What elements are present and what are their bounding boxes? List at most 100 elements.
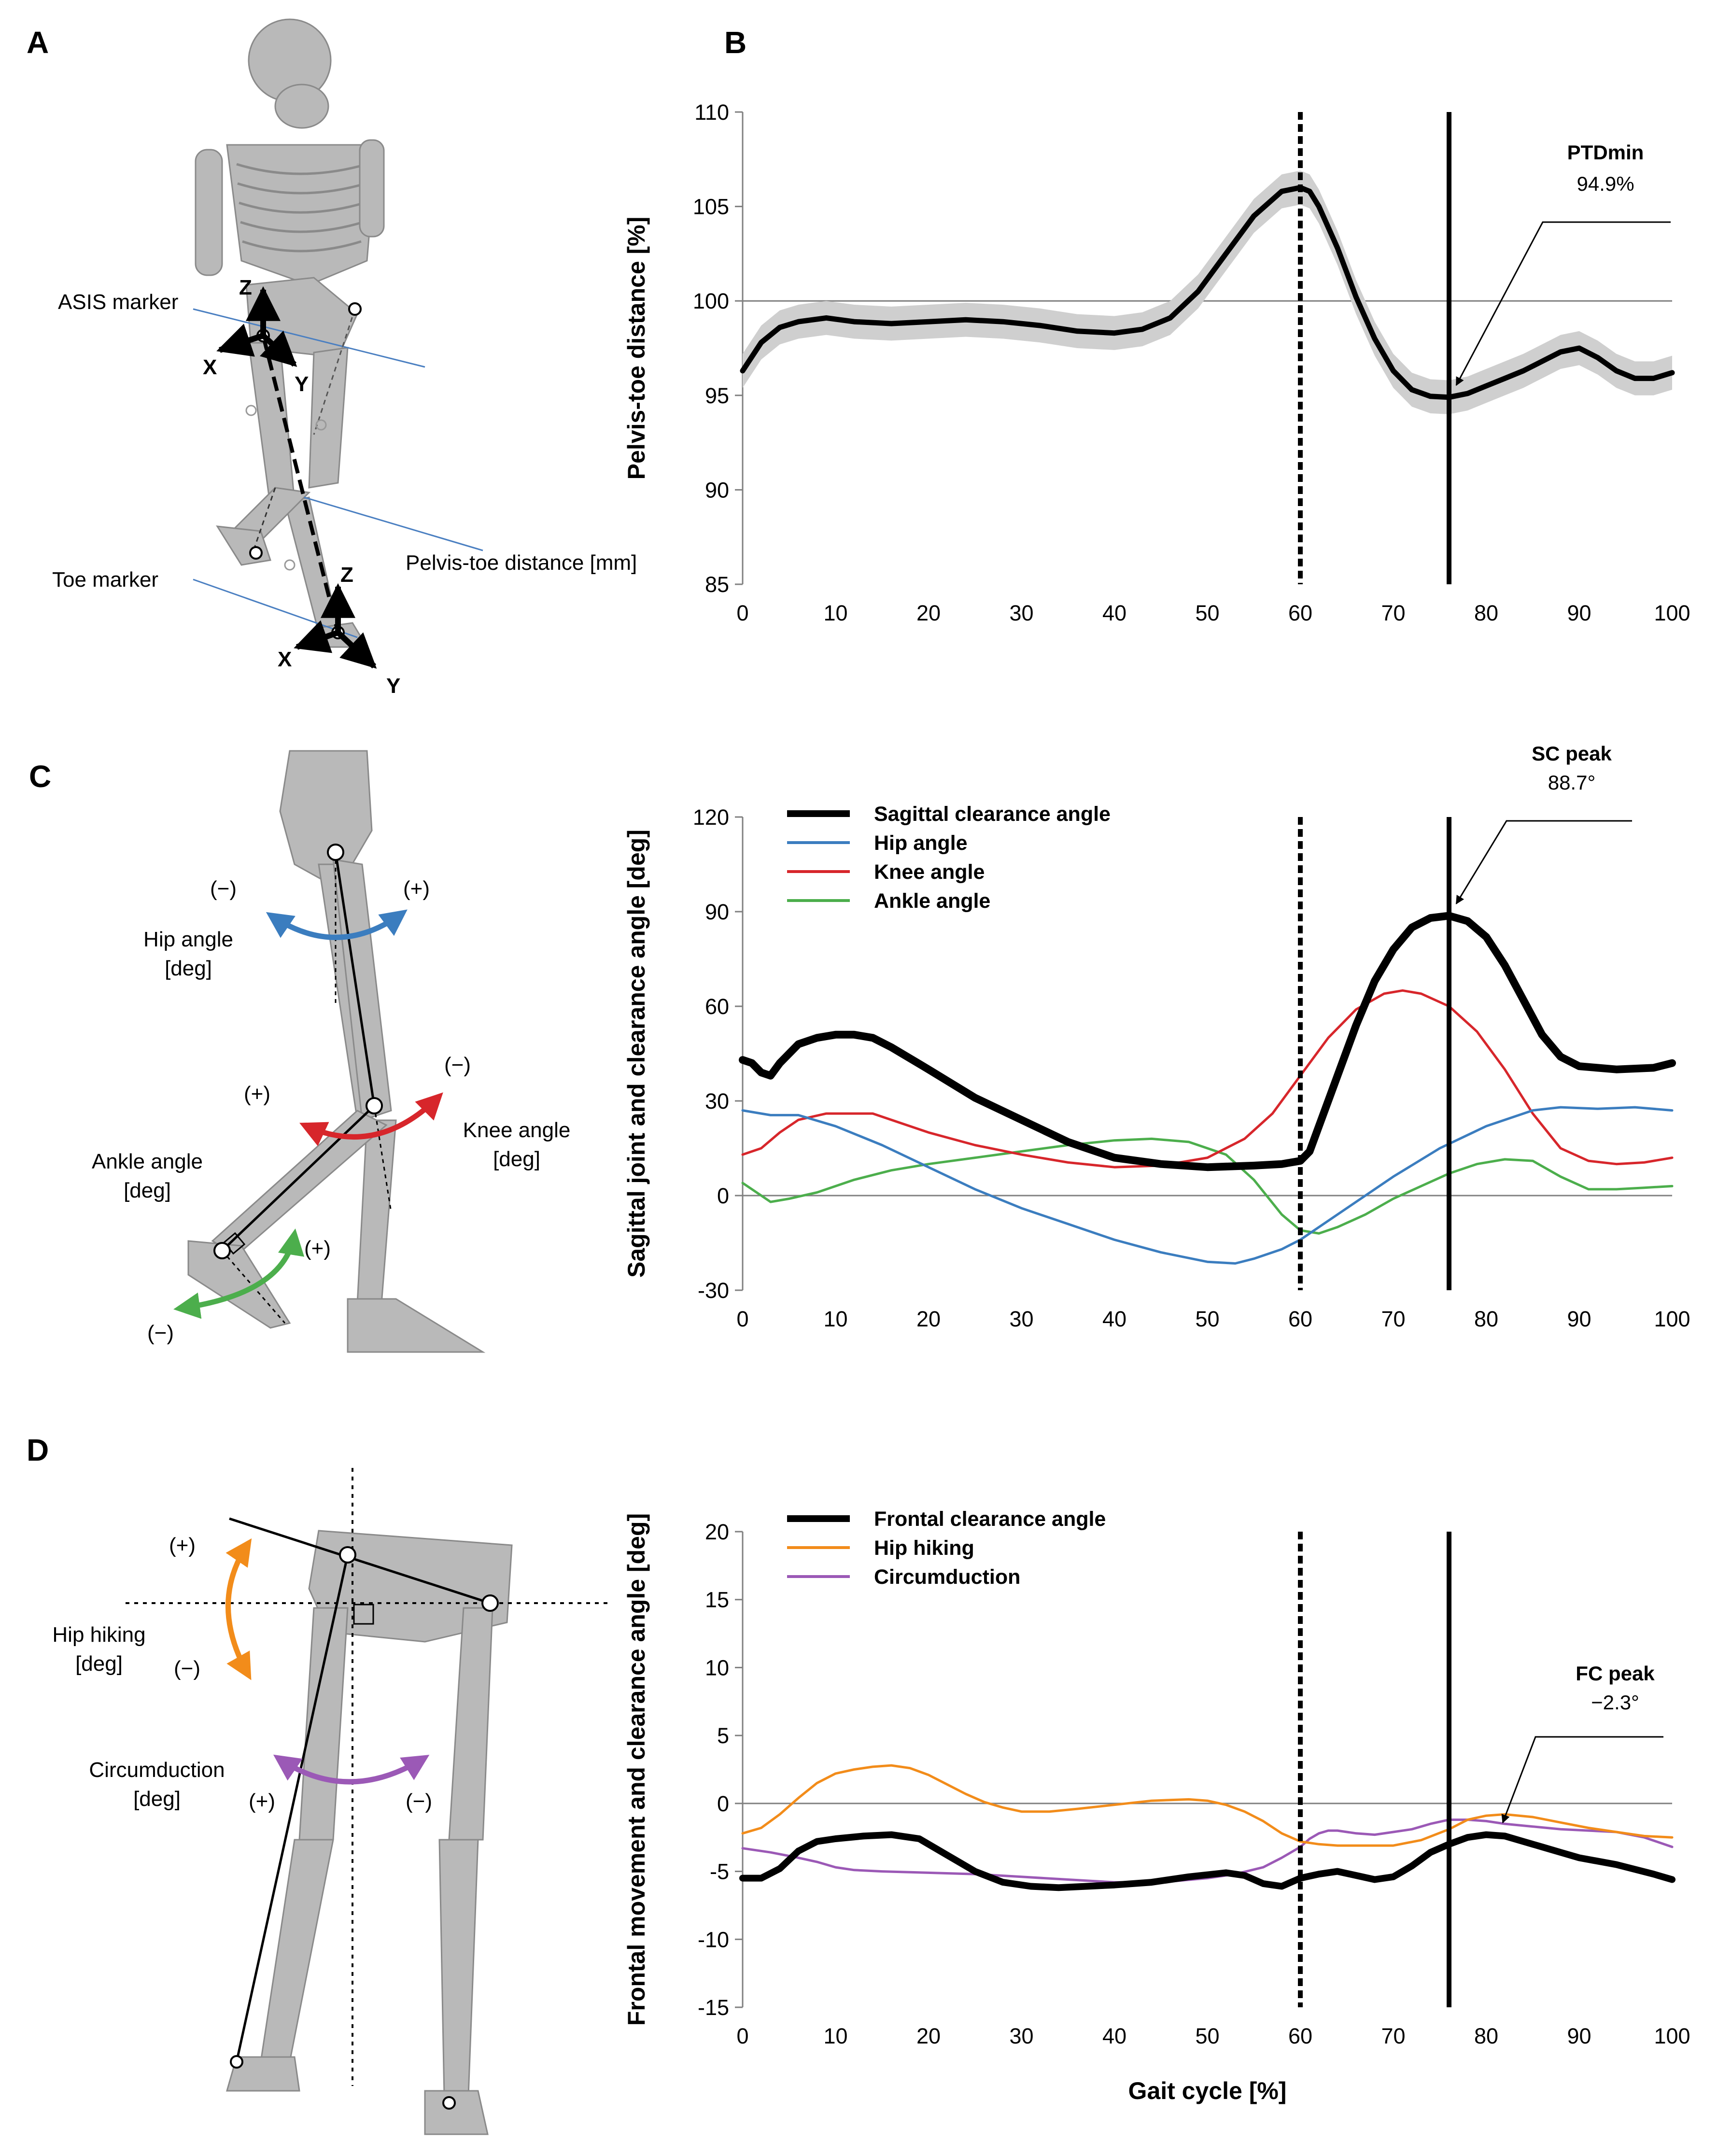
hip-hiking-minus-label: (−) bbox=[174, 1657, 200, 1680]
skeleton-d-illustration bbox=[226, 1530, 513, 2135]
y-tick-label: -30 bbox=[698, 1278, 729, 1303]
jaw bbox=[274, 84, 329, 129]
right-arm bbox=[359, 139, 385, 238]
x-tick-label: 100 bbox=[1654, 1307, 1690, 1331]
swing-foot bbox=[187, 1240, 291, 1329]
legend-label: Frontal clearance angle bbox=[874, 1508, 1106, 1531]
series-line-ankle-angle bbox=[741, 1137, 1674, 1235]
hip-angle-arrow bbox=[266, 909, 408, 940]
x-tick-label: 40 bbox=[1102, 1307, 1127, 1331]
y-tick-label: 95 bbox=[705, 383, 729, 408]
thigh-segment bbox=[334, 852, 376, 1106]
annotation-value: 88.7° bbox=[1548, 771, 1596, 794]
pelvis bbox=[308, 1530, 513, 1643]
series-line-hip-hiking bbox=[741, 1764, 1674, 1847]
chart-d-frontal-angles: -15 -10 -5 0 5 10 15 20 0 10 20 30 40 50 60 70 80 90 100 Fr… bbox=[623, 1508, 1690, 2104]
schematic-d-angles bbox=[126, 1468, 608, 2110]
y-tick-label: 5 bbox=[717, 1723, 729, 1748]
x-tick-label: 80 bbox=[1474, 2024, 1498, 2048]
series-line-circumduction bbox=[741, 1818, 1674, 1884]
toe-dot bbox=[230, 2055, 243, 2069]
y-tick-label: -10 bbox=[698, 1927, 729, 1952]
x-tick-label: 80 bbox=[1474, 1307, 1498, 1331]
ribs bbox=[236, 163, 367, 253]
legend-label: Circumduction bbox=[874, 1565, 1020, 1589]
ankle-angle-label: Ankle angle bbox=[92, 1150, 203, 1173]
y-tick-label: 90 bbox=[705, 900, 729, 924]
x-tick-label: 90 bbox=[1567, 601, 1591, 625]
toe-axis-x-label: X bbox=[278, 648, 292, 671]
pelvis-toe-distance-line bbox=[261, 335, 340, 633]
toe-axis-y-label: Y bbox=[386, 674, 400, 698]
hip-angle-label: Hip angle bbox=[143, 928, 233, 951]
y-axis-title: Pelvis-toe distance [%] bbox=[623, 217, 650, 480]
x-tick-label: 90 bbox=[1567, 2024, 1591, 2048]
pelvis-axis-z-label: Z bbox=[239, 276, 252, 299]
pelvis-axis-y-label: Y bbox=[295, 372, 309, 396]
annotation-arrow bbox=[1455, 820, 1632, 905]
right-tibia bbox=[438, 1839, 479, 2097]
skeleton-c-illustration bbox=[187, 750, 486, 1353]
left-tibia bbox=[260, 1839, 334, 2063]
stance-foot bbox=[347, 1298, 486, 1353]
swing-toe-dot bbox=[249, 546, 263, 560]
stance-tibia bbox=[356, 1119, 397, 1305]
y-tick-label: 90 bbox=[705, 478, 729, 502]
x-tick-label: 60 bbox=[1288, 1307, 1312, 1331]
annotation-title: SC peak bbox=[1532, 742, 1612, 765]
panel-label-c: C bbox=[29, 759, 51, 794]
x-tick-label: 30 bbox=[1009, 1307, 1033, 1331]
legend-label: Ankle angle bbox=[874, 889, 990, 913]
sd-band bbox=[743, 170, 1672, 414]
contralateral-hip-dot bbox=[481, 1594, 499, 1612]
x-tick-label: 60 bbox=[1288, 2024, 1312, 2048]
contralateral-toe-dot bbox=[442, 2096, 456, 2110]
y-tick-label: 100 bbox=[693, 289, 729, 313]
x-tick-label: 40 bbox=[1102, 601, 1127, 625]
hip-joint-dot bbox=[339, 1546, 356, 1564]
knee-marker-dot bbox=[315, 419, 327, 431]
legend-label: Knee angle bbox=[874, 860, 985, 884]
legend-label: Hip angle bbox=[874, 831, 968, 855]
right-femur bbox=[448, 1607, 493, 1841]
pelvis-tilt-line bbox=[229, 1517, 491, 1605]
series-line-frontal-clearance-angle bbox=[739, 1831, 1676, 1891]
panel-label-a: A bbox=[27, 25, 49, 60]
leg-axis-line bbox=[235, 1554, 349, 2062]
x-tick-label: 20 bbox=[916, 601, 941, 625]
series-line-knee-angle bbox=[741, 989, 1674, 1169]
y-tick-label: 10 bbox=[705, 1655, 729, 1680]
y-tick-label: 0 bbox=[717, 1184, 729, 1208]
stance-tibia bbox=[284, 496, 339, 634]
shank-marker-dot bbox=[284, 559, 296, 571]
annotation-title: PTDmin bbox=[1567, 141, 1644, 164]
hip-angle-unit: [deg] bbox=[165, 957, 212, 980]
knee-joint-dot bbox=[366, 1097, 383, 1114]
x-tick-label: 20 bbox=[916, 1307, 941, 1331]
ankle-plus-label: (+) bbox=[304, 1237, 331, 1260]
toe-y-axis bbox=[336, 630, 377, 669]
swing-foot-dashed-line bbox=[253, 487, 276, 551]
left-femur bbox=[298, 1607, 349, 1841]
knee-plus-label: (+) bbox=[244, 1082, 270, 1106]
annotation-value: −2.3° bbox=[1591, 1691, 1639, 1714]
panel-label-d: D bbox=[27, 1433, 49, 1467]
pelvis-toe-distance-label: Pelvis-toe distance [mm] bbox=[406, 551, 637, 575]
series-line-pelvis-toe-distance bbox=[740, 185, 1675, 400]
legend-label: Sagittal clearance angle bbox=[874, 803, 1111, 826]
annotation-title: FC peak bbox=[1576, 1662, 1655, 1685]
annotation-value: 94.9% bbox=[1577, 172, 1634, 195]
annotation-arrow bbox=[1455, 221, 1671, 386]
x-tick-label: 20 bbox=[916, 2024, 941, 2048]
x-tick-label: 50 bbox=[1195, 2024, 1219, 2048]
pelvis-x-axis bbox=[216, 324, 264, 357]
x-tick-label: 60 bbox=[1288, 601, 1312, 625]
annotation-arrow bbox=[1501, 1736, 1663, 1824]
left-foot bbox=[226, 2056, 300, 2092]
circumduction-label: Circumduction bbox=[89, 1758, 225, 1782]
toe-x-axis bbox=[294, 620, 339, 653]
thigh-marker-dot bbox=[245, 405, 257, 416]
x-tick-label: 80 bbox=[1474, 601, 1498, 625]
x-tick-label: 40 bbox=[1102, 2024, 1127, 2048]
